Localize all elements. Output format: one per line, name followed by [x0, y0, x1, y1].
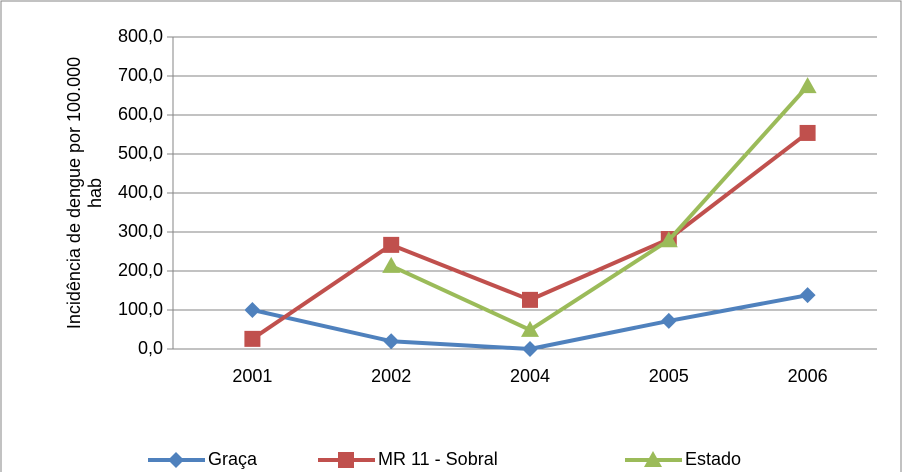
x-tick-label: 2002: [371, 366, 411, 386]
y-axis-label: Incidência de dengue por 100.000 hab: [64, 56, 105, 330]
x-tick-label: 2006: [788, 366, 828, 386]
y-tick-label: 100,0: [118, 299, 163, 319]
marker: [644, 451, 662, 467]
marker: [383, 333, 400, 350]
x-tick-label: 2004: [510, 366, 550, 386]
marker: [660, 312, 677, 329]
legend-label: MR 11 - Sobral: [378, 449, 498, 469]
y-tick-label: 700,0: [118, 65, 163, 85]
marker: [168, 452, 184, 468]
marker: [244, 330, 261, 347]
y-tick-label: 600,0: [118, 104, 163, 124]
marker: [799, 124, 816, 141]
marker: [382, 256, 401, 273]
series-line: [390, 84, 810, 332]
legend-label: Graça: [208, 449, 258, 469]
marker: [659, 231, 678, 248]
y-tick-label: 200,0: [118, 260, 163, 280]
y-tick-label: 800,0: [118, 26, 163, 46]
marker: [244, 302, 261, 318]
marker: [521, 320, 539, 337]
y-tick-label: 400,0: [118, 182, 163, 202]
marker: [522, 291, 538, 308]
marker: [799, 287, 816, 304]
marker: [383, 236, 400, 253]
y-tick-label: 300,0: [118, 221, 163, 241]
y-tick-label: 0,0: [138, 338, 163, 358]
marker: [338, 452, 354, 468]
marker: [522, 341, 538, 357]
x-tick-label: 2005: [649, 366, 689, 386]
y-tick-label: 500,0: [118, 143, 163, 163]
legend-label: Estado: [685, 449, 741, 469]
marker: [798, 77, 817, 94]
x-tick-label: 2001: [232, 366, 272, 386]
